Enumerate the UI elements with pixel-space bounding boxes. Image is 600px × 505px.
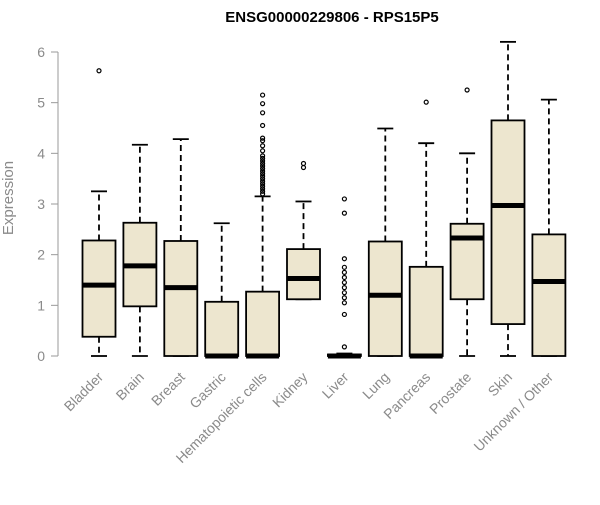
y-tick-label: 6: [37, 44, 45, 60]
outlier-point: [341, 279, 347, 286]
x-tick-label: Liver: [319, 369, 352, 402]
outlier-point: [260, 188, 266, 194]
box-body: [204, 300, 240, 357]
y-tick-label: 3: [37, 196, 45, 212]
outlier-point: [341, 256, 347, 262]
outlier-point: [341, 295, 347, 301]
outlier-point: [341, 210, 347, 216]
outlier-point: [96, 68, 102, 74]
box-body: [490, 119, 526, 325]
outlier-point: [260, 186, 266, 192]
outlier-point: [260, 178, 266, 184]
y-axis-label: Expression: [0, 161, 17, 235]
outlier-point: [260, 171, 266, 177]
outlier-point: [260, 181, 266, 187]
outlier-point: [260, 153, 266, 159]
x-tick-label: Brain: [113, 369, 147, 403]
outlier-point: [341, 264, 347, 270]
box-body: [286, 248, 321, 301]
outlier-point: [260, 135, 266, 141]
y-tick-label: 2: [37, 247, 45, 263]
outlier-point: [260, 92, 266, 98]
box-0: [81, 68, 117, 357]
outlier-point: [341, 274, 347, 281]
y-tick-label: 4: [37, 145, 45, 161]
outlier-point: [341, 290, 347, 296]
box-8: [408, 99, 444, 359]
outlier-point: [260, 158, 266, 164]
outlier-point: [260, 173, 266, 179]
outlier-point: [260, 155, 266, 161]
outlier-point: [260, 183, 266, 189]
box-1: [122, 143, 158, 357]
outlier-point: [341, 344, 347, 350]
outlier-point: [260, 165, 266, 172]
outlier-point: [260, 138, 266, 144]
y-tick-label: 5: [37, 95, 45, 111]
box-body: [531, 233, 567, 357]
outlier-point: [341, 196, 347, 202]
outlier-point: [341, 311, 347, 318]
box-body: [367, 240, 403, 357]
box-4: [245, 92, 281, 359]
y-axis: 0 1 2 3 4 5 6: [37, 44, 59, 364]
box-body: [81, 239, 117, 338]
x-tick-label: Skin: [485, 369, 516, 400]
box-body: [449, 222, 485, 301]
box-2: [163, 138, 199, 357]
outlier-point: [260, 191, 266, 197]
outlier-point: [260, 160, 266, 167]
outlier-point: [260, 143, 266, 149]
box-body: [163, 240, 199, 357]
x-tick-label: Breast: [148, 369, 188, 409]
outlier-point: [341, 285, 347, 291]
outlier-point: [260, 101, 266, 107]
y-tick-label: 0: [37, 348, 45, 364]
box-9: [449, 87, 485, 357]
x-tick-label: Prostate: [426, 369, 474, 417]
chart-title: ENSG00000229806 - RPS15P5: [225, 9, 438, 26]
outlier-point: [260, 163, 266, 169]
outlier-point: [260, 122, 266, 129]
outlier-point: [300, 160, 307, 167]
outlier-point: [464, 87, 470, 93]
outlier-point: [260, 176, 266, 182]
box-6: [326, 196, 362, 359]
outlier-point: [423, 99, 429, 105]
box-10: [490, 40, 526, 357]
outlier-point: [300, 164, 307, 171]
outlier-point: [260, 168, 266, 174]
outlier-point: [341, 300, 347, 306]
y-tick-label: 1: [37, 297, 45, 313]
outlier-point: [260, 110, 266, 116]
box-7: [367, 127, 403, 357]
box-5: [286, 160, 321, 301]
box-body: [245, 290, 281, 357]
x-tick-label: Bladder: [61, 369, 107, 415]
x-tick-label: Lung: [359, 369, 392, 402]
outlier-point: [341, 269, 347, 275]
box-3: [204, 222, 240, 359]
box-body: [408, 265, 444, 357]
box-group: [81, 40, 567, 359]
x-tick-label: Kidney: [269, 369, 311, 411]
outlier-point: [260, 148, 266, 154]
box-11: [531, 98, 567, 357]
